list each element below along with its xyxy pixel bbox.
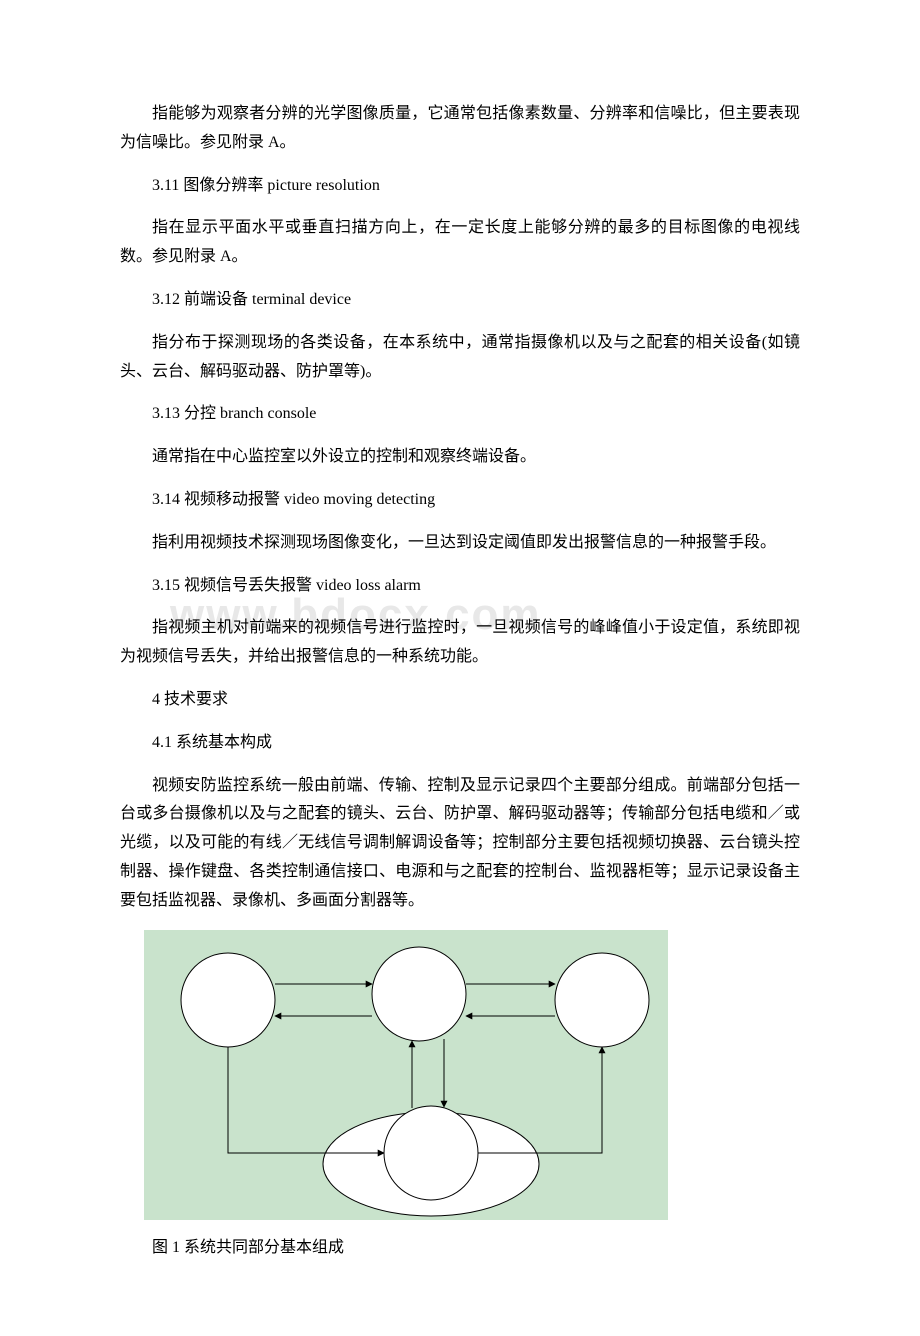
node-c <box>555 953 649 1047</box>
para-3-11: 指在显示平面水平或垂直扫描方向上，在一定长度上能够分辨的最多的目标图像的电视线数… <box>120 214 800 272</box>
node-d <box>384 1106 478 1200</box>
node-b <box>372 947 466 1041</box>
heading-3-15: 3.15 视频信号丢失报警 video loss alarm <box>120 572 800 601</box>
para-3-14: 指利用视频技术探测现场图像变化，一旦达到设定阈值即发出报警信息的一种报警手段。 <box>120 529 800 558</box>
heading-3-12: 3.12 前端设备 terminal device <box>120 286 800 315</box>
heading-3-13: 3.13 分控 branch console <box>120 400 800 429</box>
figure-1-diagram <box>144 930 800 1220</box>
heading-3-11: 3.11 图像分辨率 picture resolution <box>120 172 800 201</box>
para-intro: 指能够为观察者分辨的光学图像质量，它通常包括像素数量、分辨率和信噪比，但主要表现… <box>120 100 800 158</box>
para-4-1: 视频安防监控系统一般由前端、传输、控制及显示记录四个主要部分组成。前端部分包括一… <box>120 772 800 916</box>
node-a <box>181 953 275 1047</box>
figure-1-caption: 图 1 系统共同部分基本组成 <box>120 1234 800 1263</box>
heading-4-1: 4.1 系统基本构成 <box>120 729 800 758</box>
heading-3-14: 3.14 视频移动报警 video moving detecting <box>120 486 800 515</box>
para-3-15: 指视频主机对前端来的视频信号进行监控时，一旦视频信号的峰峰值小于设定值，系统即视… <box>120 614 800 672</box>
heading-4: 4 技术要求 <box>120 686 800 715</box>
para-3-13: 通常指在中心监控室以外设立的控制和观察终端设备。 <box>120 443 800 472</box>
para-3-12: 指分布于探测现场的各类设备，在本系统中，通常指摄像机以及与之配套的相关设备(如镜… <box>120 329 800 387</box>
